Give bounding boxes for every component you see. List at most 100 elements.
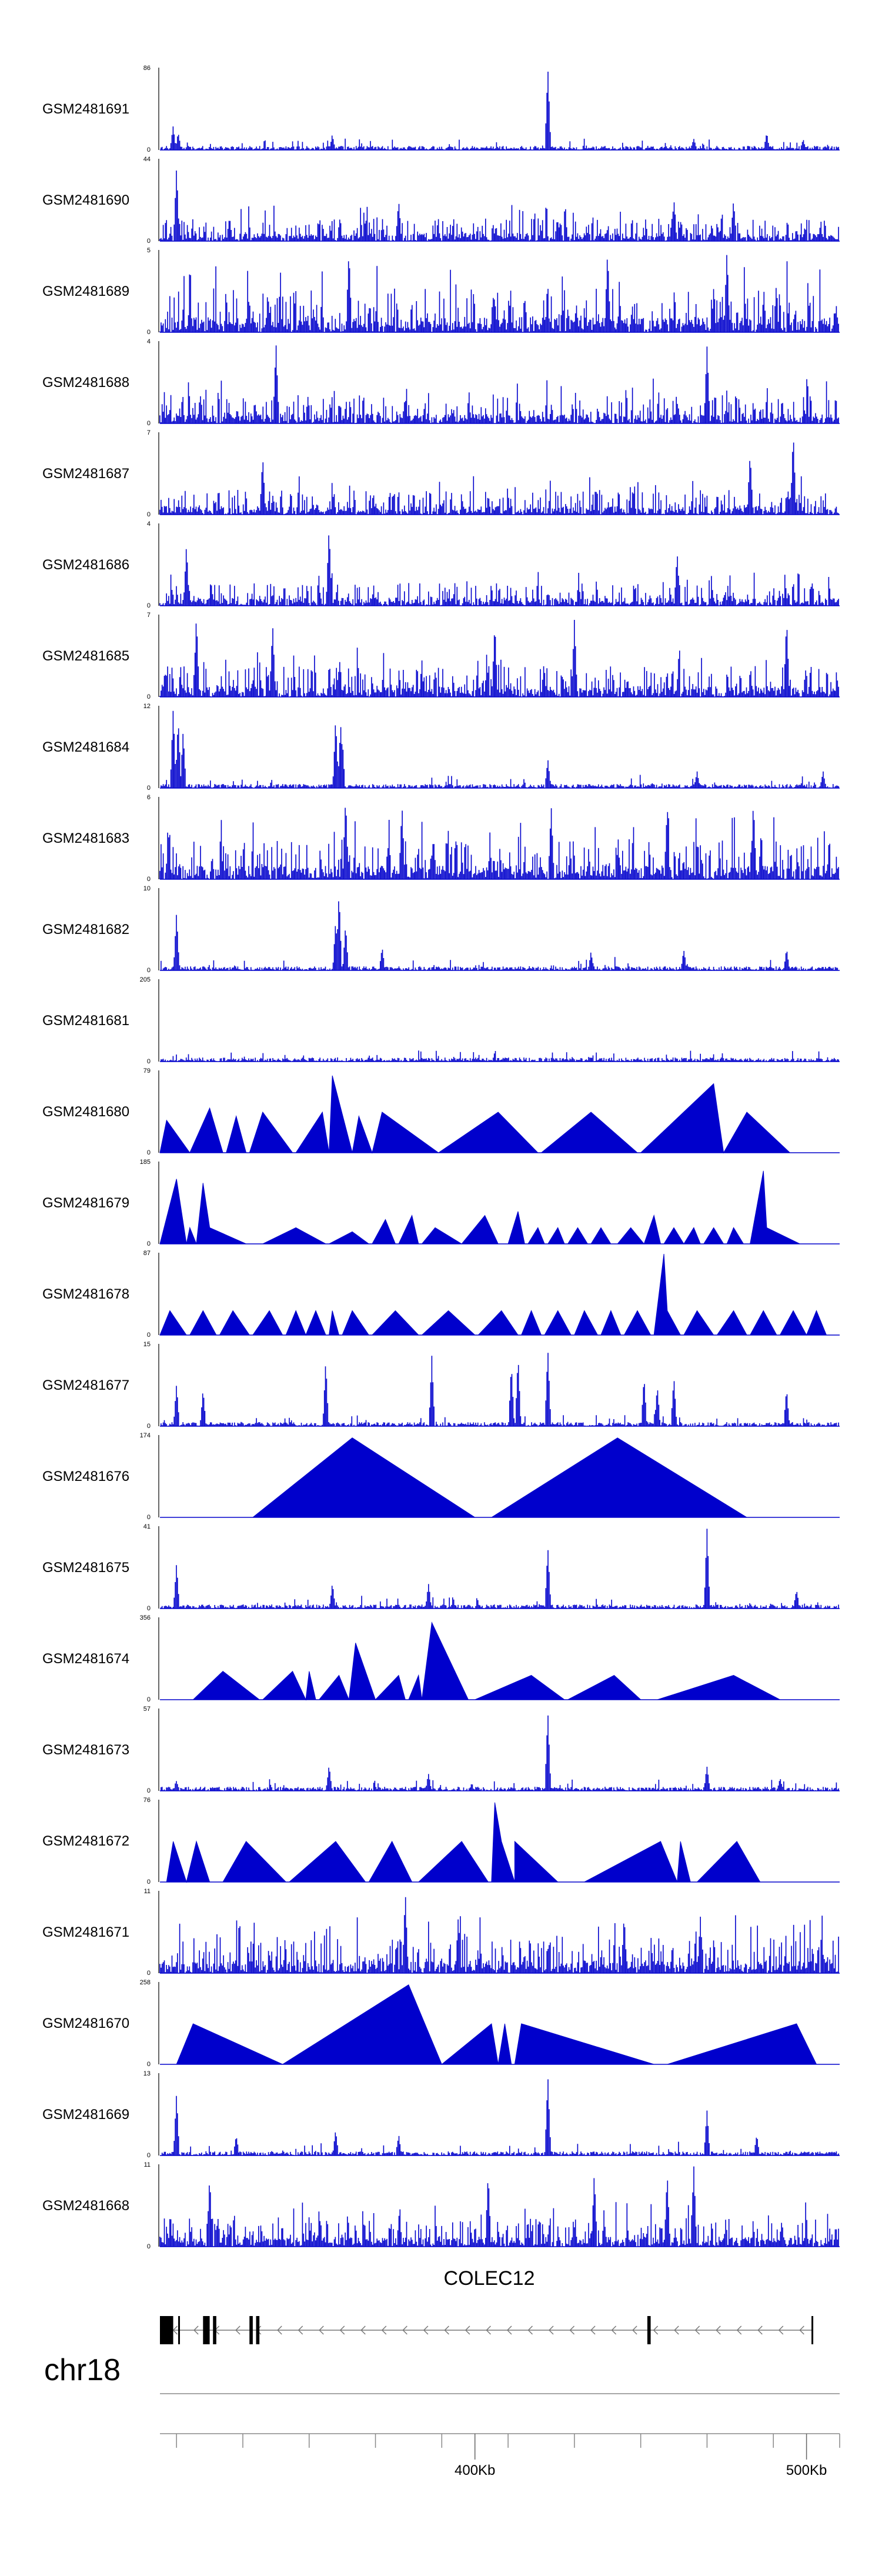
strand-arrow-icon bbox=[339, 2325, 345, 2335]
track-label: GSM2481691 bbox=[42, 101, 129, 117]
y-tick-max: 7 bbox=[147, 612, 151, 619]
y-tick-max: 5 bbox=[147, 247, 151, 254]
strand-arrow-icon bbox=[506, 2325, 512, 2335]
y-tick-zero: 0 bbox=[147, 1696, 151, 1703]
exon bbox=[647, 2316, 651, 2344]
signal-bars bbox=[159, 1529, 839, 1609]
signal-bars bbox=[159, 1715, 839, 1791]
strand-arrow-icon bbox=[277, 2325, 282, 2335]
y-tick-zero: 0 bbox=[147, 1605, 151, 1612]
track-GSM2481691: GSM2481691 86 0 bbox=[42, 65, 840, 154]
strand-arrow-icon bbox=[736, 2325, 742, 2335]
strand-arrow-icon bbox=[465, 2325, 470, 2335]
track-label: GSM2481672 bbox=[42, 1833, 129, 1849]
y-tick-max: 44 bbox=[143, 156, 151, 163]
strand-arrow-icon bbox=[527, 2325, 533, 2335]
signal-bars bbox=[159, 71, 839, 150]
signal-bars bbox=[159, 2079, 839, 2155]
strand-arrow-icon bbox=[611, 2325, 617, 2335]
track-label: GSM2481681 bbox=[42, 1013, 129, 1029]
strand-arrow-icon bbox=[757, 2325, 763, 2335]
signal-area bbox=[159, 1170, 800, 1245]
signal-bars bbox=[159, 807, 839, 879]
track-GSM2481674: GSM2481674 356 0 bbox=[42, 1614, 840, 1703]
track-label: GSM2481686 bbox=[42, 557, 129, 573]
strand-arrow-icon bbox=[632, 2325, 637, 2335]
track-GSM2481690: GSM2481690 44 0 bbox=[42, 156, 840, 245]
track-GSM2481675: GSM2481675 41 0 bbox=[42, 1523, 840, 1612]
signal-bars bbox=[159, 2166, 839, 2247]
signal-tracks: GSM2481691860GSM2481690440GSM248168950GS… bbox=[42, 65, 840, 2250]
y-tick-zero: 0 bbox=[147, 1878, 151, 1886]
y-tick-max: 258 bbox=[140, 1979, 151, 1986]
exon bbox=[203, 2316, 210, 2344]
y-tick-max: 15 bbox=[143, 1341, 151, 1348]
y-tick-zero: 0 bbox=[147, 1332, 151, 1339]
exon bbox=[178, 2316, 181, 2344]
y-tick-zero: 0 bbox=[147, 693, 151, 700]
track-GSM2481668: GSM2481668 11 0 bbox=[42, 2161, 840, 2250]
track-label: GSM2481689 bbox=[42, 283, 129, 299]
signal-area bbox=[252, 1437, 747, 1518]
signal-bars bbox=[159, 171, 839, 241]
y-tick-zero: 0 bbox=[147, 146, 151, 154]
exon bbox=[256, 2316, 260, 2344]
track-label: GSM2481684 bbox=[42, 739, 129, 755]
y-tick-zero: 0 bbox=[147, 785, 151, 792]
y-tick-zero: 0 bbox=[147, 2061, 151, 2068]
y-tick-zero: 0 bbox=[147, 602, 151, 609]
strand-arrow-icon bbox=[799, 2325, 804, 2335]
strand-arrow-icon bbox=[319, 2325, 324, 2335]
exon bbox=[213, 2316, 216, 2344]
track-GSM2481687: GSM2481687 7 0 bbox=[42, 429, 840, 518]
y-tick-max: 12 bbox=[143, 703, 151, 710]
y-tick-max: 7 bbox=[147, 429, 151, 436]
signal-area bbox=[166, 1802, 761, 1883]
y-tick-max: 76 bbox=[143, 1797, 151, 1804]
track-GSM2481678: GSM2481678 87 0 bbox=[42, 1250, 840, 1339]
signal-bars bbox=[159, 901, 838, 970]
y-tick-max: 87 bbox=[143, 1250, 151, 1257]
signal-area bbox=[176, 1984, 817, 2065]
exon bbox=[811, 2316, 814, 2344]
y-tick-zero: 0 bbox=[147, 1240, 151, 1247]
y-tick-zero: 0 bbox=[147, 967, 151, 974]
y-tick-max: 6 bbox=[147, 794, 151, 801]
y-tick-zero: 0 bbox=[147, 1970, 151, 1977]
signal-bars bbox=[159, 710, 839, 788]
track-label: GSM2481690 bbox=[42, 192, 129, 208]
y-tick-max: 356 bbox=[140, 1614, 151, 1621]
signal-bars bbox=[159, 1353, 839, 1426]
strand-arrow-icon bbox=[590, 2325, 596, 2335]
y-tick-max: 13 bbox=[143, 2070, 151, 2077]
y-tick-zero: 0 bbox=[147, 2152, 151, 2159]
track-GSM2481685: GSM2481685 7 0 bbox=[42, 612, 840, 700]
y-tick-zero: 0 bbox=[147, 1058, 151, 1065]
exon bbox=[160, 2316, 173, 2344]
track-GSM2481673: GSM2481673 57 0 bbox=[42, 1706, 840, 1794]
y-tick-zero: 0 bbox=[147, 876, 151, 883]
y-tick-max: 86 bbox=[143, 65, 151, 72]
signal-area bbox=[193, 1621, 780, 1701]
y-tick-zero: 0 bbox=[147, 1423, 151, 1430]
track-GSM2481679: GSM2481679 185 0 bbox=[42, 1159, 840, 1247]
track-label: GSM2481670 bbox=[42, 2016, 129, 2031]
gene-track: COLEC12 bbox=[160, 2267, 814, 2344]
track-label: GSM2481669 bbox=[42, 2107, 129, 2123]
track-GSM2481689: GSM2481689 5 0 bbox=[42, 247, 840, 336]
track-GSM2481684: GSM2481684 12 0 bbox=[42, 703, 840, 792]
y-tick-max: 4 bbox=[147, 338, 151, 345]
strand-arrow-icon bbox=[486, 2325, 491, 2335]
signal-bars bbox=[159, 442, 839, 515]
signal-bars bbox=[159, 1897, 839, 1973]
strand-arrow-icon bbox=[360, 2325, 366, 2335]
strand-arrow-icon bbox=[402, 2325, 407, 2335]
signal-bars bbox=[159, 1050, 839, 1062]
y-tick-zero: 0 bbox=[147, 1514, 151, 1521]
y-tick-zero: 0 bbox=[147, 420, 151, 427]
track-GSM2481682: GSM2481682 10 0 bbox=[42, 885, 840, 974]
strand-arrow-icon bbox=[298, 2325, 303, 2335]
track-GSM2481680: GSM2481680 79 0 bbox=[42, 1067, 840, 1156]
y-tick-max: 4 bbox=[147, 520, 151, 528]
